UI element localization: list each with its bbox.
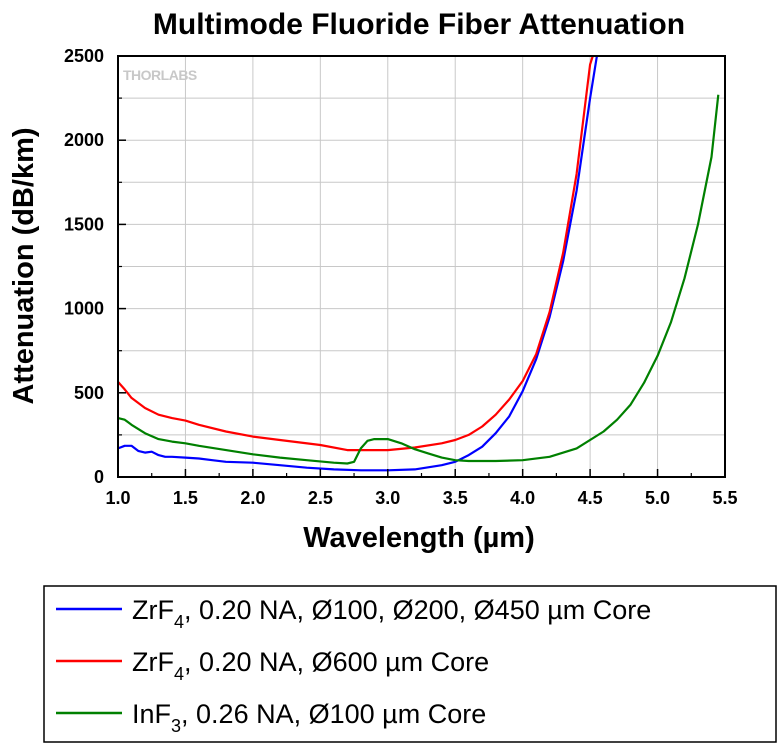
axis-ticks [117, 55, 726, 478]
x-tick-label: 1.0 [105, 488, 130, 508]
series-lines [117, 55, 720, 472]
legend-box [43, 585, 777, 743]
legend-formula: InF [132, 699, 171, 729]
x-tick-label: 3.5 [443, 488, 468, 508]
series-line-2 [117, 55, 594, 452]
x-tick-label: 1.5 [173, 488, 198, 508]
x-tick-labels: 1.0 1.5 2.0 2.5 3.0 3.5 4.0 4.5 5.0 5.5 [105, 488, 737, 508]
watermark-logo: THORLABS [123, 67, 197, 83]
y-tick-label: 2000 [64, 130, 104, 150]
grid [117, 55, 726, 478]
series-line-1 [117, 55, 598, 472]
series-line-3 [117, 94, 720, 465]
legend-label-1: ZrF4, 0.20 NA, Ø100, Ø200, Ø450 µm Core [132, 595, 651, 632]
y-tick-label: 0 [94, 467, 104, 487]
y-axis-title: Attenuation (dB/km) [8, 127, 40, 404]
y-tick-label: 500 [74, 383, 104, 403]
x-tick-label: 4.5 [578, 488, 603, 508]
x-tick-label: 5.0 [645, 488, 670, 508]
y-tick-label: 1500 [64, 214, 104, 234]
legend-label-2: ZrF4, 0.20 NA, Ø600 µm Core [132, 647, 489, 684]
legend-subscript: 4 [174, 664, 184, 684]
y-tick-label: 1000 [64, 299, 104, 319]
x-tick-label: 5.5 [712, 488, 737, 508]
legend-formula: ZrF [132, 647, 174, 677]
x-tick-label: 2.0 [240, 488, 265, 508]
chart-title: Multimode Fluoride Fiber Attenuation [153, 8, 685, 41]
legend-formula: ZrF [132, 595, 174, 625]
x-axis-title: Wavelength (µm) [303, 522, 535, 554]
legend-description: , 0.20 NA, Ø100, Ø200, Ø450 µm Core [184, 595, 651, 625]
legend-subscript: 3 [171, 716, 181, 736]
x-tick-label: 4.0 [510, 488, 535, 508]
legend-description: , 0.20 NA, Ø600 µm Core [184, 647, 489, 677]
y-tick-label: 2500 [64, 46, 104, 66]
y-tick-labels: 0 500 1000 1500 2000 2500 [64, 46, 104, 487]
legend-label-3: InF3, 0.26 NA, Ø100 µm Core [132, 699, 486, 736]
legend-description: , 0.26 NA, Ø100 µm Core [181, 699, 486, 729]
legend-subscript: 4 [174, 612, 184, 632]
legend: ZrF4, 0.20 NA, Ø100, Ø200, Ø450 µm CoreZ… [56, 595, 651, 736]
x-tick-label: 2.5 [308, 488, 333, 508]
x-tick-label: 3.0 [375, 488, 400, 508]
